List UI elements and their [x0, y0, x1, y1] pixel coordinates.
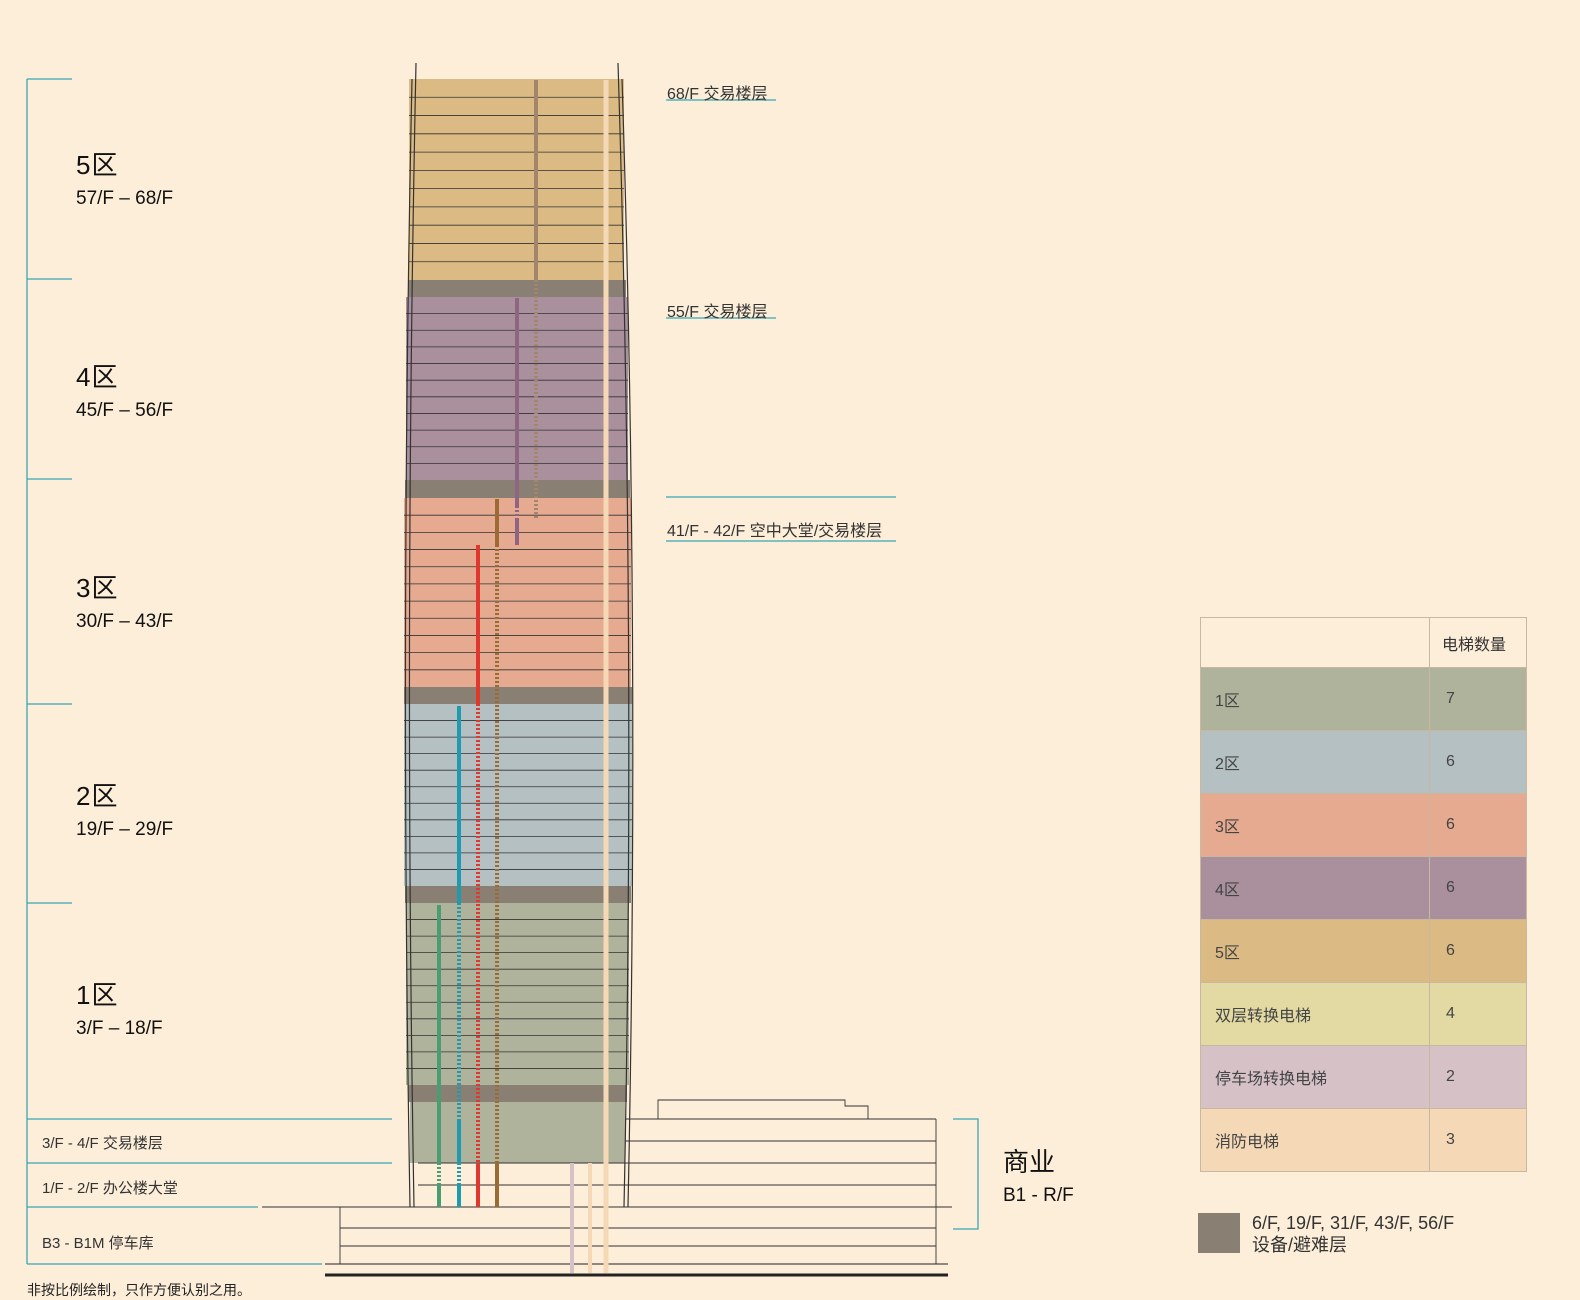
zone-range: 57/F – 68/F [76, 188, 174, 209]
legend-row-count: 6 [1429, 856, 1527, 920]
zone-range: 30/F – 43/F [76, 611, 174, 632]
zone-title: 3区 [76, 573, 119, 603]
zone5-label: 5区 57/F – 68/F [76, 145, 173, 210]
legend-row-count: 6 [1429, 919, 1527, 983]
legend-row: 停车场转换电梯 2 [1200, 1045, 1527, 1109]
f41-label: 41/F - 42/F 空中大堂/交易楼层 [667, 523, 883, 540]
mechanical-label: 设备/避难层 [1252, 1235, 1348, 1255]
legend-row: 5区 6 [1200, 919, 1527, 983]
mechanical-legend: 6/F, 19/F, 31/F, 43/F, 56/F 设备/避难层 [1252, 1212, 1454, 1256]
legend-row: 双层转换电梯 4 [1200, 982, 1527, 1046]
legend-row-label: 2区 [1200, 730, 1430, 794]
mech-19f [405, 886, 631, 903]
legend-header: 电梯数量 [1429, 617, 1527, 668]
zone-range: 3/F – 18/F [76, 1018, 163, 1039]
legend-row-label: 消防电梯 [1200, 1108, 1430, 1172]
zone5-band [409, 79, 624, 280]
zone-range: 45/F – 56/F [76, 400, 174, 421]
mech-56f [408, 280, 626, 297]
legend-header-blank [1200, 617, 1430, 668]
legend-row: 2区 6 [1200, 730, 1527, 794]
trading-band [410, 1102, 625, 1163]
mech-6f [408, 1085, 627, 1102]
legend-row-label: 1区 [1200, 667, 1430, 731]
legend-row-count: 7 [1429, 667, 1527, 731]
tower-outline [404, 62, 634, 1208]
legend-row-label: 3区 [1200, 793, 1430, 857]
legend-row-count: 6 [1429, 730, 1527, 794]
elevator-shafts [437, 80, 609, 1273]
legend-row: 1区 7 [1200, 667, 1527, 731]
f55-label: 55/F 交易楼层 [667, 304, 768, 321]
elevator-legend-table: 电梯数量 1区 7 2区 6 3区 6 4区 6 5区 6 双层转换电梯 4 停车场转换电梯 2 消防电梯 3 [1200, 617, 1527, 1172]
commercial-label: 商业 B1 - R/F [1003, 1142, 1074, 1207]
zone3-label: 3区 30/F – 43/F [76, 568, 173, 633]
scale-note: 非按比例绘制，只作方便认别之用。 [27, 1282, 251, 1298]
zone-title: 5区 [76, 150, 119, 180]
legend-row-label: 5区 [1200, 919, 1430, 983]
zone4-label: 4区 45/F – 56/F [76, 357, 173, 422]
legend-row: 4区 6 [1200, 856, 1527, 920]
zone2-label: 2区 19/F – 29/F [76, 776, 173, 841]
zone-range: 19/F – 29/F [76, 819, 174, 840]
legend-row-count: 2 [1429, 1045, 1527, 1109]
commercial-range: B1 - R/F [1003, 1185, 1074, 1206]
mechanical-floors: 6/F, 19/F, 31/F, 43/F, 56/F [1252, 1213, 1455, 1233]
lobby-label: 1/F - 2/F 办公楼大堂 [42, 1180, 178, 1197]
legend-row-label: 双层转换电梯 [1200, 982, 1430, 1046]
zone1-band [406, 903, 629, 1085]
zone1-label: 1区 3/F – 18/F [76, 975, 163, 1040]
legend-row-count: 3 [1429, 1108, 1527, 1172]
zone-title: 4区 [76, 362, 119, 392]
trading-floor-label: 3/F - 4/F 交易楼层 [42, 1135, 163, 1152]
mechanical-swatch [1198, 1213, 1240, 1253]
parking-label: B3 - B1M 停车库 [42, 1235, 154, 1252]
zone2-band [404, 704, 632, 886]
legend-row: 3区 6 [1200, 793, 1527, 857]
commercial-title: 商业 [1003, 1147, 1056, 1177]
zone-title: 1区 [76, 980, 119, 1010]
f68-label: 68/F 交易楼层 [667, 86, 768, 103]
zone-bracket [26, 78, 392, 1265]
legend-row-count: 4 [1429, 982, 1527, 1046]
legend-row-count: 6 [1429, 793, 1527, 857]
legend-row: 消防电梯 3 [1200, 1108, 1527, 1172]
legend-row-label: 4区 [1200, 856, 1430, 920]
legend-row-label: 停车场转换电梯 [1200, 1045, 1430, 1109]
zone-bands [404, 79, 632, 1163]
zone-title: 2区 [76, 781, 119, 811]
mech-31f [404, 687, 632, 704]
legend-header-row: 电梯数量 [1200, 617, 1527, 668]
commercial-bracket [953, 1118, 979, 1230]
